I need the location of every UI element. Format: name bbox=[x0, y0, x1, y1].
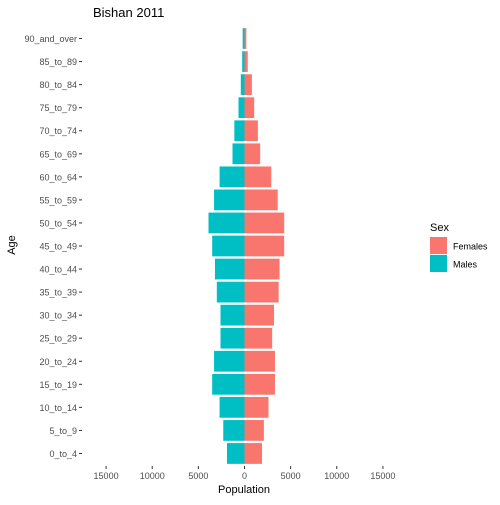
legend-key-females bbox=[430, 237, 447, 254]
legend-label-males: Males bbox=[453, 260, 478, 270]
y-tick-label: 20_to_24 bbox=[39, 357, 77, 367]
bar-females-5_to_9 bbox=[244, 420, 264, 441]
bar-males-40_to_44 bbox=[214, 258, 245, 280]
bar-females-40_to_44 bbox=[244, 258, 280, 280]
y-tick-label: 90_and_over bbox=[24, 34, 77, 44]
legend-key-males bbox=[430, 255, 447, 272]
y-tick-label: 25_to_29 bbox=[39, 334, 77, 344]
x-tick-label: 10000 bbox=[140, 471, 165, 481]
bar-females-85_to_89 bbox=[244, 51, 248, 72]
bar-females-65_to_69 bbox=[244, 143, 261, 165]
x-tick-label: 15000 bbox=[370, 471, 395, 481]
y-tick-label: 75_to_79 bbox=[39, 103, 77, 113]
bar-females-55_to_59 bbox=[244, 189, 278, 211]
x-tick-label: 5000 bbox=[188, 471, 208, 481]
y-tick-label: 50_to_54 bbox=[39, 218, 77, 228]
legend-title: Sex bbox=[430, 222, 449, 234]
bar-males-70_to_74 bbox=[234, 120, 245, 142]
y-tick-label: 10_to_14 bbox=[39, 403, 77, 413]
bar-females-75_to_79 bbox=[244, 97, 255, 119]
bar-females-50_to_54 bbox=[244, 212, 285, 234]
bar-males-25_to_29 bbox=[220, 327, 245, 349]
bar-females-10_to_14 bbox=[244, 396, 269, 418]
x-tick-label: 0 bbox=[242, 471, 247, 481]
y-axis-title: Age bbox=[6, 235, 18, 255]
y-tick-label: 15_to_19 bbox=[39, 380, 77, 390]
y-axis: 0_to_4 5_to_9 10_to_14 15_to_19 20_to_24 25_t… bbox=[24, 34, 82, 459]
y-tick-label: 5_to_9 bbox=[49, 426, 77, 436]
y-tick-label: 55_to_59 bbox=[39, 195, 77, 205]
bar-males-50_to_54 bbox=[208, 212, 245, 234]
y-tick-label: 30_to_34 bbox=[39, 311, 77, 321]
x-tick-label: 10000 bbox=[324, 471, 349, 481]
y-tick-label: 85_to_89 bbox=[39, 57, 77, 67]
y-tick-label: 60_to_64 bbox=[39, 172, 77, 182]
x-axis-title: Population bbox=[218, 484, 270, 496]
bar-males-85_to_89 bbox=[242, 51, 245, 72]
y-tick-label: 45_to_49 bbox=[39, 242, 77, 252]
bar-females-70_to_74 bbox=[244, 120, 258, 142]
bar-females-15_to_19 bbox=[244, 373, 275, 395]
chart-title: Bishan 2011 bbox=[93, 5, 164, 20]
y-tick-label: 70_to_74 bbox=[39, 126, 77, 136]
y-tick-label: 80_to_84 bbox=[39, 80, 77, 90]
bar-males-10_to_14 bbox=[219, 396, 245, 418]
y-tick-label: 40_to_44 bbox=[39, 265, 77, 275]
bar-females-0_to_4 bbox=[244, 443, 263, 464]
bar-males-30_to_34 bbox=[220, 304, 245, 326]
bar-females-45_to_49 bbox=[244, 235, 285, 257]
y-tick-label: 0_to_4 bbox=[49, 449, 77, 459]
bar-males-75_to_79 bbox=[238, 97, 245, 119]
bar-females-60_to_64 bbox=[244, 166, 272, 188]
bar-females-80_to_84 bbox=[244, 74, 252, 96]
bar-males-35_to_39 bbox=[216, 281, 245, 303]
x-axis: 15000 10000 5000 0 5000 10000 15000 bbox=[94, 466, 395, 481]
bar-males-45_to_49 bbox=[212, 235, 245, 257]
bar-males-65_to_69 bbox=[232, 143, 245, 165]
legend: Sex Females Males bbox=[430, 222, 488, 272]
y-tick-label: 65_to_69 bbox=[39, 149, 77, 159]
bar-males-55_to_59 bbox=[214, 189, 245, 211]
bar-females-25_to_29 bbox=[244, 327, 273, 349]
bar-males-90_and_over bbox=[242, 28, 245, 49]
x-tick-label: 15000 bbox=[94, 471, 119, 481]
bar-females-90_and_over bbox=[244, 28, 247, 49]
bar-males-60_to_64 bbox=[219, 166, 245, 188]
x-tick-label: 5000 bbox=[281, 471, 301, 481]
y-tick-label: 35_to_39 bbox=[39, 288, 77, 298]
bars-layer bbox=[208, 28, 285, 464]
bar-males-0_to_4 bbox=[226, 443, 245, 464]
bar-females-20_to_24 bbox=[244, 350, 275, 372]
bar-females-30_to_34 bbox=[244, 304, 275, 326]
bar-males-20_to_24 bbox=[214, 350, 245, 372]
bar-males-5_to_9 bbox=[223, 420, 245, 441]
bar-males-15_to_19 bbox=[212, 373, 245, 395]
bar-females-35_to_39 bbox=[244, 281, 279, 303]
bar-males-80_to_84 bbox=[240, 74, 245, 96]
legend-label-females: Females bbox=[453, 242, 488, 252]
